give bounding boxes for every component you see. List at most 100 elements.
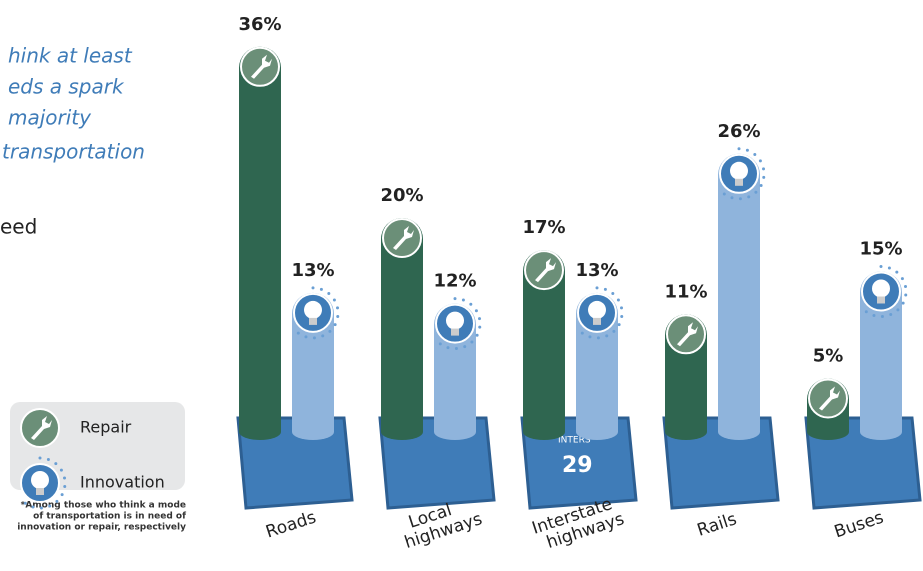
- bulb-ray: [54, 462, 57, 465]
- bulb-ray: [895, 271, 898, 274]
- bulb-ray: [588, 335, 591, 338]
- icon-circle: [241, 48, 279, 86]
- bulb-ray: [446, 346, 449, 349]
- bulb-ray: [48, 505, 51, 508]
- value-label: 12%: [433, 271, 476, 292]
- value-label: 13%: [291, 260, 334, 281]
- bulb-ray: [439, 342, 442, 345]
- bulb-ray: [313, 336, 316, 339]
- bulb-ray: [40, 506, 43, 509]
- bulb-ray: [880, 265, 883, 268]
- icon-circle: [809, 380, 847, 418]
- x-tick-label: Roads: [263, 507, 318, 542]
- bulb-ray: [455, 347, 458, 350]
- bulb-ray: [469, 303, 472, 306]
- bulb-icon: [31, 471, 49, 489]
- bulb-ray: [478, 317, 481, 320]
- legend-label: Repair: [80, 418, 132, 437]
- bulb-icon: [730, 162, 748, 180]
- bulb-ray: [760, 184, 763, 187]
- bulb-ray: [334, 323, 337, 326]
- intro-line: eds a spark: [8, 75, 125, 99]
- bulb-ray: [904, 294, 907, 297]
- bulb-ray: [454, 297, 457, 300]
- bulb-ray: [754, 191, 757, 194]
- bulb-ray: [604, 288, 607, 291]
- x-tick-line: Buses: [832, 508, 886, 543]
- bulb-ray: [336, 315, 339, 318]
- value-label: 17%: [522, 217, 565, 238]
- bulb-ray: [596, 286, 599, 289]
- x-tick-label: Rails: [695, 509, 740, 540]
- bulb-ray: [889, 313, 892, 316]
- bulb-ray: [597, 336, 600, 339]
- bulb-ray: [327, 292, 330, 295]
- bulb-ray: [321, 334, 324, 337]
- bulb-base: [735, 179, 743, 186]
- value-label: 26%: [717, 121, 760, 142]
- bulb-icon: [872, 280, 890, 298]
- x-tick-line: Roads: [263, 507, 318, 542]
- bulb-ray: [470, 341, 473, 344]
- bulb-ray: [902, 302, 905, 305]
- bulb-icon: [304, 301, 322, 319]
- bulb-ray: [746, 149, 749, 152]
- value-label: 20%: [380, 185, 423, 206]
- bulb-icon: [446, 312, 464, 330]
- bulb-ray: [24, 502, 27, 505]
- bulb-ray: [304, 335, 307, 338]
- x-tick-label: Buses: [832, 508, 886, 543]
- bulb-ray: [612, 330, 615, 333]
- bulb-ray: [611, 292, 614, 295]
- bulb-ray: [723, 193, 726, 196]
- icon-circle: [21, 409, 59, 447]
- intro-line: majority: [8, 106, 92, 130]
- bulb-ray: [320, 288, 323, 291]
- bulb-ray: [762, 176, 765, 179]
- icon-circle: [667, 315, 705, 353]
- bulb-ray: [739, 197, 742, 200]
- bulb-base: [593, 318, 601, 325]
- bulb-ray: [881, 315, 884, 318]
- bulb-ray: [475, 309, 478, 312]
- bulb-ray: [328, 330, 331, 333]
- bulb-ray: [618, 323, 621, 326]
- bulb-ray: [297, 332, 300, 335]
- bar: [718, 154, 760, 440]
- bulb-ray: [55, 500, 58, 503]
- bulb-ray: [738, 147, 741, 150]
- intro-line: hink at least: [8, 44, 133, 68]
- bulb-base: [451, 329, 459, 336]
- intro-line: transportation: [2, 140, 145, 164]
- bulb-ray: [39, 457, 42, 460]
- bulb-ray: [605, 334, 608, 337]
- chart: Roads36%13%Localhighways20%12%Interstate…: [238, 14, 920, 556]
- intro: hink at least eds a spark majority trans…: [2, 44, 145, 164]
- icon-circle: [525, 251, 563, 289]
- x-tick-line: Rails: [695, 509, 740, 540]
- value-label: 11%: [664, 281, 707, 302]
- bulb-ray: [762, 167, 765, 170]
- bulb-base: [36, 488, 44, 495]
- bulb-base: [877, 297, 885, 304]
- bulb-ray: [896, 308, 899, 311]
- bulb-ray: [47, 458, 50, 461]
- bulb-ray: [617, 298, 620, 301]
- bulb-ray: [730, 196, 733, 199]
- icon-circle: [383, 219, 421, 257]
- bulb-ray: [336, 306, 339, 309]
- intro-tail: eed: [0, 215, 37, 239]
- bulb-ray: [747, 195, 750, 198]
- bulb-ray: [759, 159, 762, 162]
- bulb-ray: [462, 299, 465, 302]
- bulb-ray: [31, 505, 34, 508]
- legend-label: Innovation: [80, 473, 165, 492]
- bulb-base: [309, 318, 317, 325]
- bulb-ray: [60, 469, 63, 472]
- bulb-ray: [476, 334, 479, 337]
- bulb-ray: [620, 306, 623, 309]
- bulb-ray: [904, 285, 907, 288]
- footnote: innovation or repair, respectively: [17, 523, 186, 533]
- bulb-ray: [63, 477, 66, 480]
- bulb-ray: [865, 310, 868, 313]
